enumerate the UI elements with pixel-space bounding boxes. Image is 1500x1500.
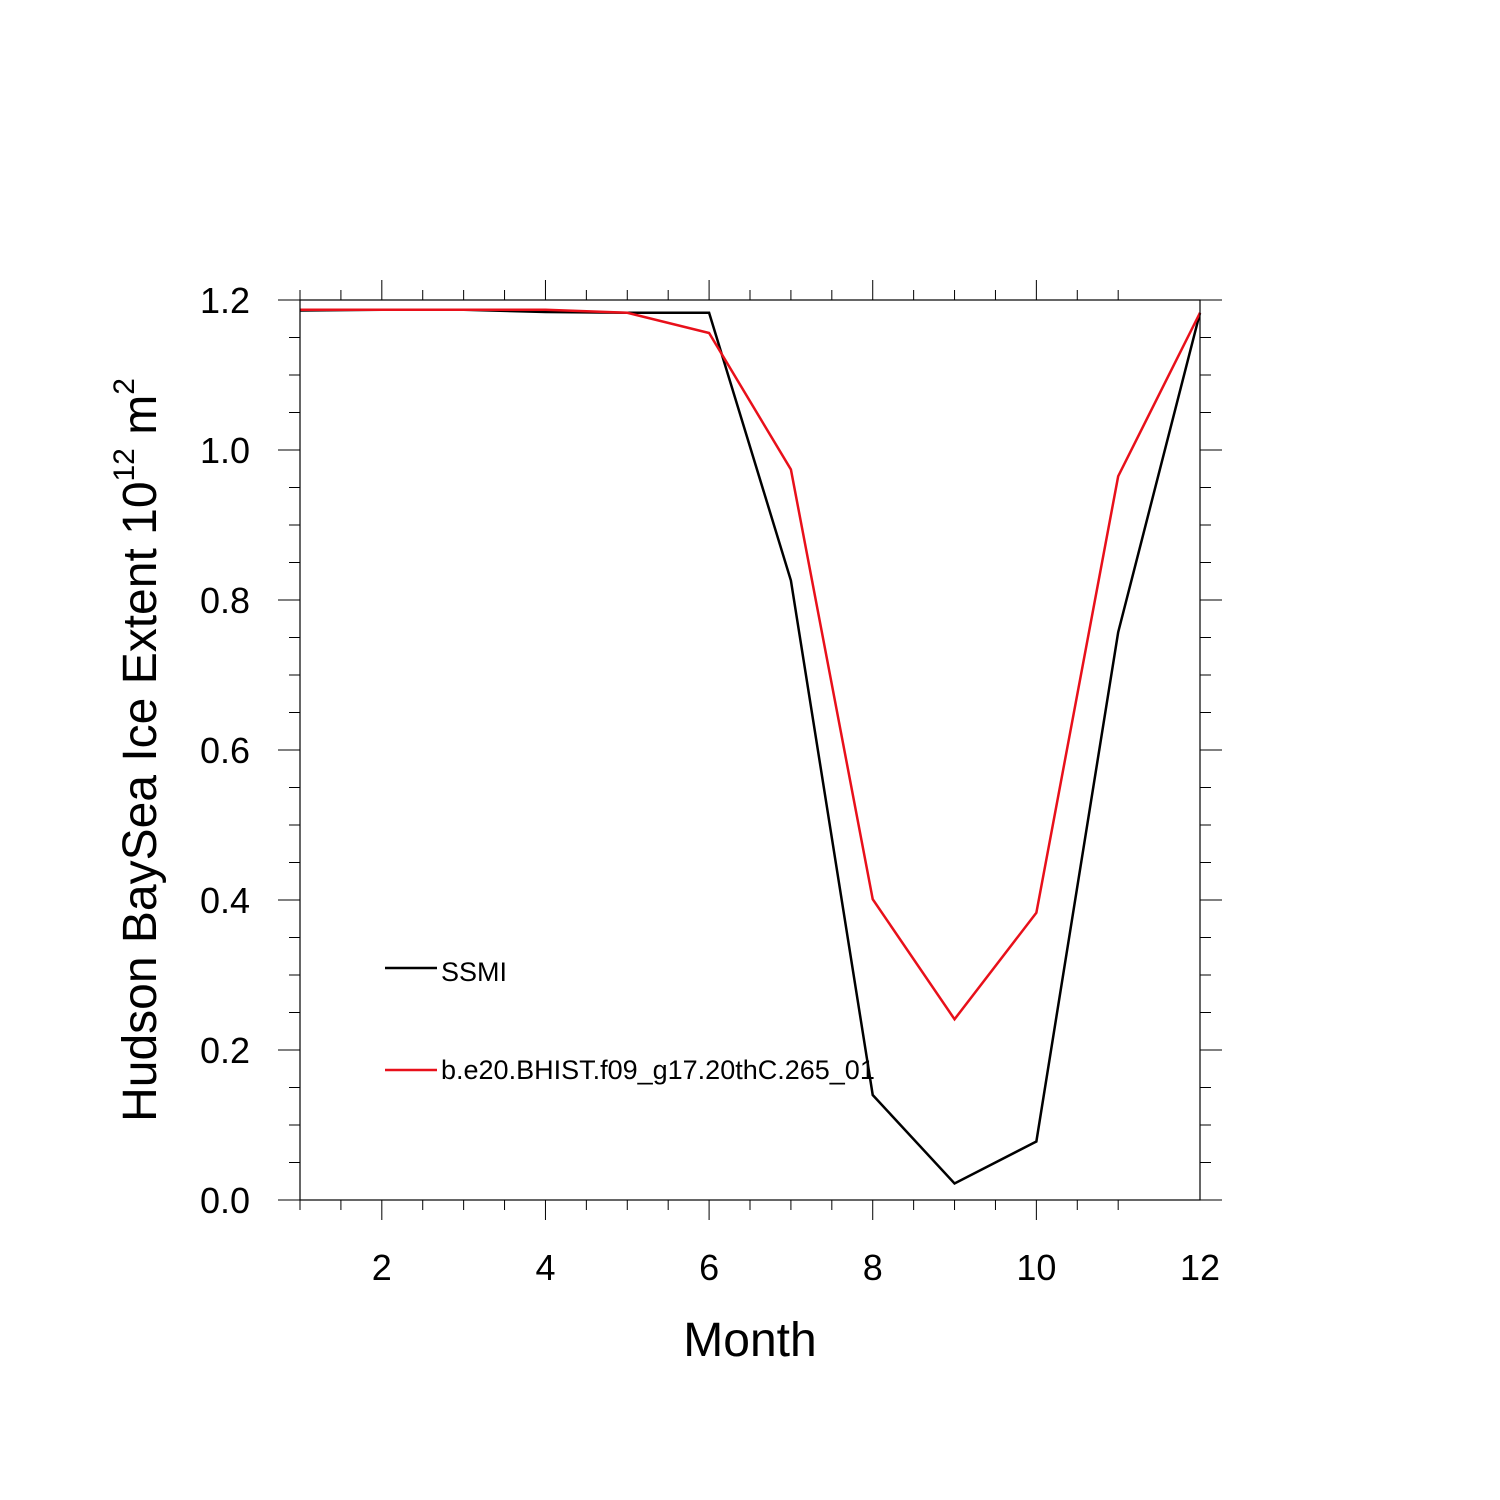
x-tick-label: 4 [535, 1247, 555, 1288]
plot-frame [299, 299, 1201, 1201]
x-axis-title: Month [683, 1314, 816, 1367]
y-axis-title-unit: m [114, 395, 167, 448]
axis-ticks [278, 280, 1222, 1220]
series-line-ssmi [299, 308, 1202, 1186]
y-axis-title: Hudson BaySea Ice Extent 1012 m2 [108, 378, 167, 1122]
y-tick-label: 0.4 [200, 880, 250, 921]
x-tick-label: 2 [372, 1247, 392, 1288]
y-tick-label: 0.0 [200, 1180, 250, 1221]
legend: SSMI b.e20.BHIST.f09_g17.20thC.265_01 [385, 957, 875, 1085]
legend-entry-ssmi: SSMI [385, 957, 507, 987]
y-tick-label: 1.2 [200, 280, 250, 321]
x-tick-label: 12 [1180, 1247, 1220, 1288]
legend-entry-model: b.e20.BHIST.f09_g17.20thC.265_01 [385, 1055, 875, 1085]
y-tick-label: 0.6 [200, 730, 250, 771]
x-tick-label: 10 [1016, 1247, 1056, 1288]
y-tick-label: 0.8 [200, 580, 250, 621]
y-tick-label: 0.2 [200, 1030, 250, 1071]
y-tick-label: 1.0 [200, 430, 250, 471]
legend-label-model: b.e20.BHIST.f09_g17.20thC.265_01 [441, 1055, 875, 1085]
y-axis-title-unit-exponent: 2 [108, 378, 141, 395]
series-line-model [300, 308, 1202, 1022]
y-axis-title-main: Hudson BaySea Ice Extent 10 [114, 481, 167, 1121]
x-tick-label: 8 [863, 1247, 883, 1288]
x-tick-label: 6 [699, 1247, 719, 1288]
legend-label-ssmi: SSMI [441, 957, 507, 987]
y-axis-title-exponent: 12 [108, 448, 141, 481]
axis-tick-labels: 2 4 6 8 10 12 0.0 0.2 0.4 0.6 0.8 1.0 1.2 [200, 280, 1220, 1288]
series-lines [299, 308, 1202, 1186]
